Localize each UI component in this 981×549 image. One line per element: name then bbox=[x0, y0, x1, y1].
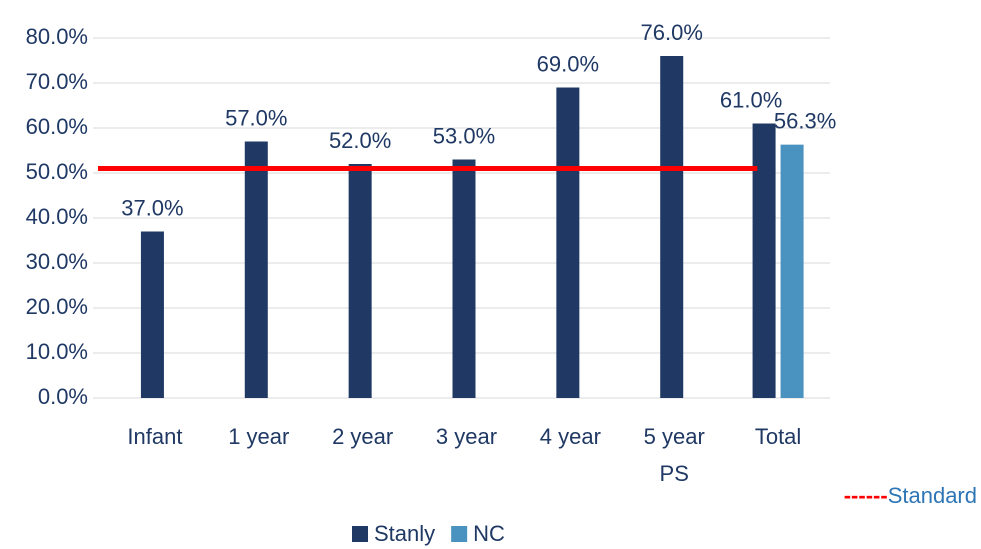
y-tick-label: 30.0% bbox=[26, 249, 88, 274]
y-tick-label: 40.0% bbox=[26, 204, 88, 229]
x-tick-label: 4 year bbox=[540, 424, 601, 449]
legend-swatch bbox=[352, 526, 368, 542]
value-label: 56.3% bbox=[774, 108, 836, 133]
x-tick-label: 3 year bbox=[436, 424, 497, 449]
value-label: 69.0% bbox=[537, 51, 599, 76]
value-label: 53.0% bbox=[433, 123, 495, 148]
legend-swatch bbox=[451, 526, 468, 542]
bar bbox=[348, 164, 372, 398]
legend-label: NC bbox=[473, 521, 505, 546]
standard-marker: ------ bbox=[844, 483, 888, 508]
x-tick-label: Infant bbox=[127, 424, 182, 449]
x-tick-label: 1 year bbox=[228, 424, 289, 449]
y-tick-label: 70.0% bbox=[26, 69, 88, 94]
bar bbox=[752, 123, 776, 398]
bar bbox=[244, 141, 268, 398]
y-tick-label: 80.0% bbox=[26, 24, 88, 49]
x-tick-label: Total bbox=[755, 424, 801, 449]
standard-legend: ------Standard bbox=[844, 483, 977, 508]
y-tick-label: 10.0% bbox=[26, 339, 88, 364]
bar bbox=[452, 159, 476, 398]
bar bbox=[660, 56, 684, 398]
x-tick-label: 5 year PS bbox=[644, 424, 705, 486]
bar bbox=[140, 231, 164, 398]
value-label: 37.0% bbox=[121, 195, 183, 220]
bar bbox=[780, 144, 804, 398]
y-tick-label: 60.0% bbox=[26, 114, 88, 139]
bar bbox=[556, 87, 580, 398]
y-tick-label: 0.0% bbox=[38, 384, 88, 409]
value-label: 57.0% bbox=[225, 105, 287, 130]
value-label: 52.0% bbox=[329, 128, 391, 153]
y-tick-label: 20.0% bbox=[26, 294, 88, 319]
standard-name: Standard bbox=[888, 483, 977, 508]
y-tick-label: 50.0% bbox=[26, 159, 88, 184]
x-tick-label: 2 year bbox=[332, 424, 393, 449]
value-label: 61.0% bbox=[720, 87, 782, 112]
legend-label: Stanly bbox=[374, 521, 435, 546]
value-label: 76.0% bbox=[641, 20, 703, 45]
